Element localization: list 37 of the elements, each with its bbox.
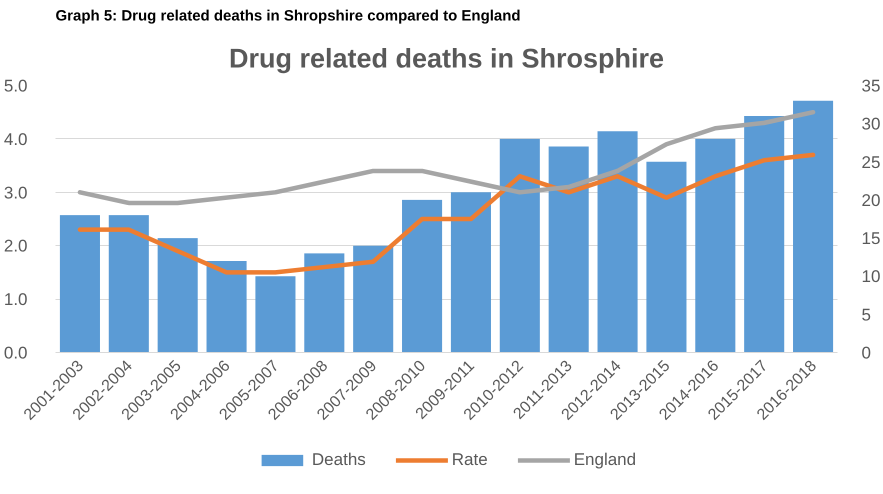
bar bbox=[60, 215, 100, 352]
y2-tick-label: 20 bbox=[862, 190, 880, 210]
bar bbox=[108, 215, 149, 352]
chart-title: Drug related deaths in Shrosphire bbox=[228, 44, 664, 74]
bar bbox=[206, 260, 247, 352]
bar bbox=[158, 238, 198, 352]
line-series bbox=[78, 152, 816, 275]
legend-label: England bbox=[574, 450, 636, 470]
bar bbox=[304, 253, 344, 352]
bar bbox=[548, 146, 589, 352]
line-series bbox=[78, 110, 816, 206]
y2-tick-label: 35 bbox=[862, 76, 880, 96]
caption: Graph 5: Drug related deaths in Shropshire compared to England bbox=[56, 8, 521, 24]
y-tick-label: 3.0 bbox=[4, 183, 28, 202]
y2-tick-label: 30 bbox=[862, 114, 880, 134]
y2-tick-label: 0 bbox=[862, 344, 871, 362]
bar bbox=[793, 100, 834, 352]
bar bbox=[353, 246, 394, 352]
bar bbox=[598, 131, 638, 352]
bar bbox=[500, 138, 540, 352]
y-tick-label: 2.0 bbox=[4, 236, 28, 256]
y2-tick-label: 10 bbox=[862, 267, 880, 286]
y-tick-label: 4.0 bbox=[4, 130, 28, 149]
legend-label: Deaths bbox=[312, 450, 366, 470]
bar bbox=[744, 116, 784, 352]
bar bbox=[255, 276, 296, 352]
bar bbox=[695, 138, 736, 352]
bar bbox=[402, 200, 442, 352]
bar bbox=[646, 162, 686, 352]
y2-tick-label: 25 bbox=[862, 152, 880, 172]
y-tick-label: 5.0 bbox=[4, 76, 28, 96]
legend-label: Rate bbox=[452, 450, 488, 470]
y-tick-label: 0.0 bbox=[4, 344, 28, 362]
y2-tick-label: 5 bbox=[862, 305, 871, 324]
y-tick-label: 1.0 bbox=[4, 290, 28, 310]
bar bbox=[450, 192, 491, 352]
y2-tick-label: 15 bbox=[862, 229, 880, 248]
